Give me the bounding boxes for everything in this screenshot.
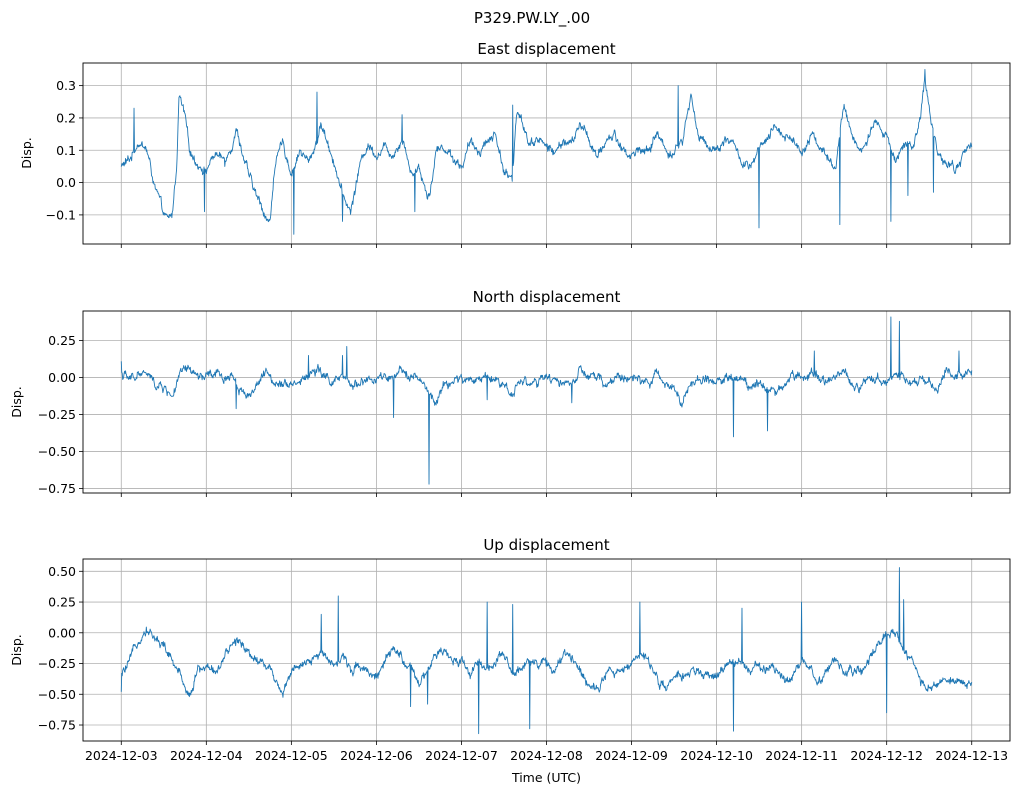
y-axis-label: Disp.: [9, 386, 24, 418]
x-tick-label: 2024-12-06: [340, 748, 413, 763]
x-tick-label: 2024-12-13: [935, 748, 1008, 763]
x-tick-label: 2024-12-03: [85, 748, 158, 763]
figure-suptitle: P329.PW.LY_.00: [474, 9, 590, 28]
y-tick-label: −0.50: [38, 444, 76, 459]
x-tick-label: 2024-12-09: [595, 748, 668, 763]
x-tick-label: 2024-12-05: [255, 748, 328, 763]
y-tick-label: −0.1: [46, 207, 76, 222]
x-tick-label: 2024-12-08: [510, 748, 583, 763]
y-tick-label: 0.00: [48, 625, 76, 640]
x-tick-label: 2024-12-07: [425, 748, 498, 763]
y-tick-label: 0.50: [48, 564, 76, 579]
x-tick-label: 2024-12-10: [680, 748, 753, 763]
y-tick-label: −0.25: [38, 656, 76, 671]
y-tick-label: 0.25: [48, 595, 76, 610]
x-tick-label: 2024-12-04: [170, 748, 243, 763]
y-tick-label: 0.2: [56, 110, 76, 125]
plot-frame: [82, 310, 1011, 494]
y-tick-label: 0.00: [48, 370, 76, 385]
x-tick-label: 2024-12-12: [850, 748, 923, 763]
y-tick-label: 0.1: [56, 143, 76, 158]
panel-title: Up displacement: [483, 536, 609, 554]
y-tick-label: −0.25: [38, 407, 76, 422]
y-axis-label: Disp.: [9, 634, 24, 666]
plot-frame: [82, 558, 1011, 742]
y-tick-label: −0.50: [38, 687, 76, 702]
y-tick-label: 0.3: [56, 78, 76, 93]
panel-title: East displacement: [477, 40, 615, 58]
y-tick-label: 0.25: [48, 333, 76, 348]
y-axis-label: Disp.: [19, 137, 34, 169]
x-axis-label: Time (UTC): [511, 770, 581, 785]
panel-title: North displacement: [473, 288, 621, 306]
plot-frame: [82, 62, 1011, 245]
y-tick-label: 0.0: [56, 175, 76, 190]
x-tick-label: 2024-12-11: [765, 748, 838, 763]
y-tick-label: −0.75: [38, 481, 76, 496]
displacement-series-line: [120, 69, 973, 235]
displacement-series-line: [120, 316, 973, 485]
y-tick-label: −0.75: [38, 718, 76, 733]
north-panel: North displacement Disp. 0.25 0.00 −0.25 −0…: [9, 288, 1011, 497]
up-panel: Up displacement Disp. Time (UTC) 2024-12…: [9, 536, 1011, 785]
displacement-series-line: [120, 567, 973, 735]
east-panel: East displacement Disp. 0.3 0.2 0.1 0.0 −0.1: [19, 40, 1011, 248]
